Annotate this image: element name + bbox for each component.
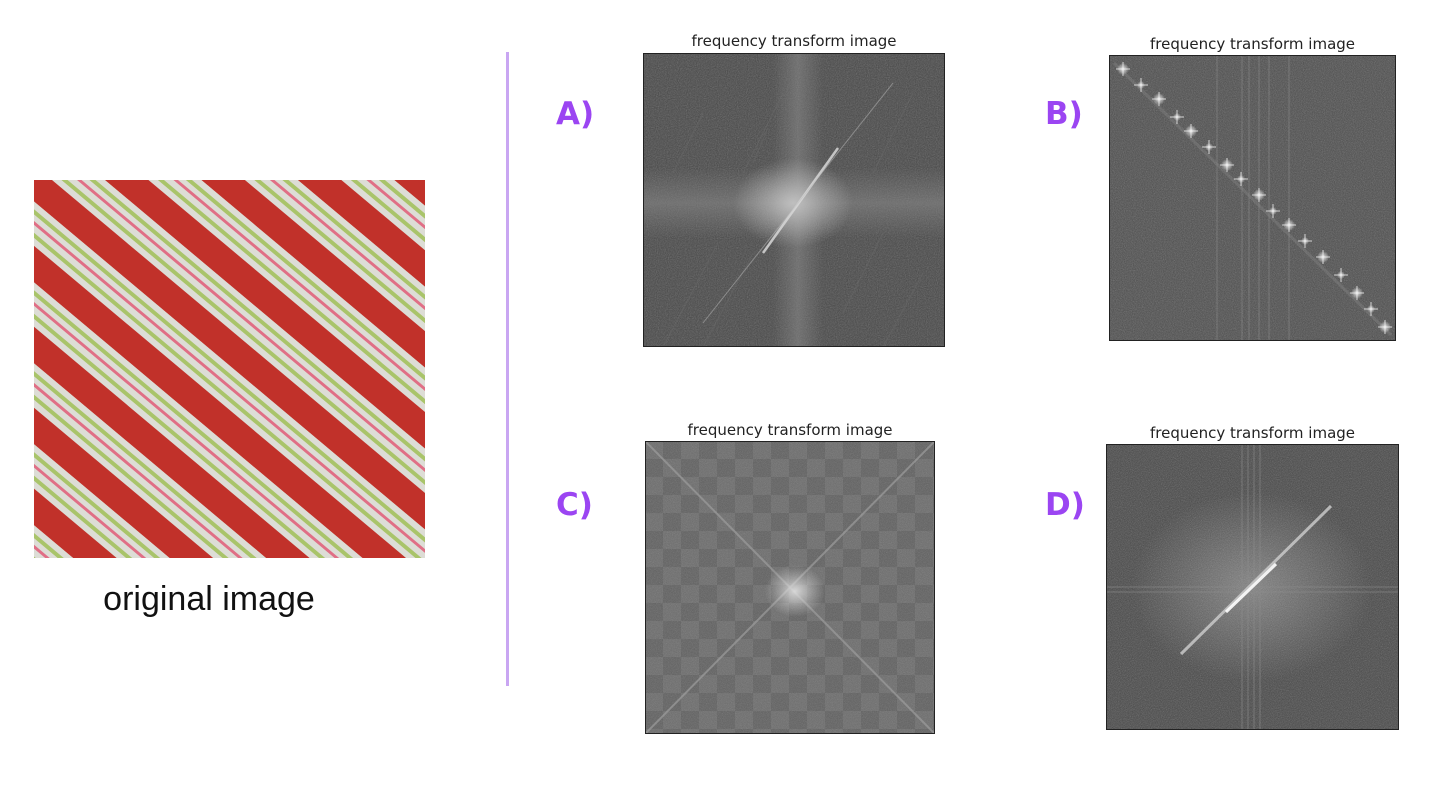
option-d-spectrum <box>1106 444 1399 730</box>
option-c-label: C) <box>556 487 593 523</box>
spectrum-a-graphic <box>643 53 945 347</box>
original-stripe-image <box>34 180 425 558</box>
option-b-title: frequency transform image <box>1149 35 1356 53</box>
spectrum-b-graphic <box>1109 55 1396 341</box>
diagonal-stripes-graphic <box>34 180 425 558</box>
option-d-label: D) <box>1045 487 1085 523</box>
option-a-title: frequency transform image <box>691 32 897 50</box>
option-c-title: frequency transform image <box>687 421 893 439</box>
option-a-label: A) <box>556 96 595 132</box>
option-b-label: B) <box>1045 96 1083 132</box>
option-a-spectrum <box>643 53 945 347</box>
option-c-spectrum <box>645 441 935 734</box>
spectrum-c-graphic <box>645 441 935 734</box>
original-image-caption: original image <box>103 580 315 618</box>
option-b-spectrum <box>1109 55 1396 341</box>
option-d-title: frequency transform image <box>1149 424 1356 442</box>
section-divider <box>506 52 509 686</box>
spectrum-d-graphic <box>1106 444 1399 730</box>
